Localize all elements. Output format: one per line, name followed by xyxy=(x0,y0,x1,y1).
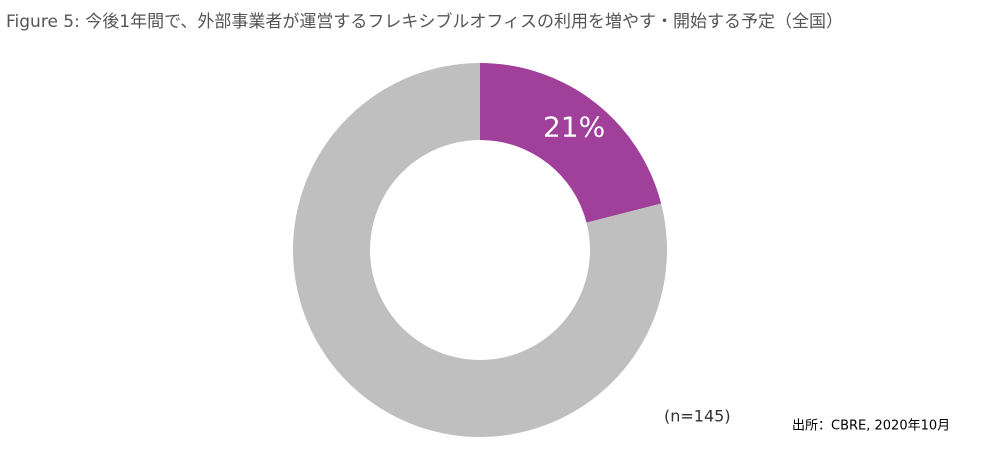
chart-title: Figure 5: 今後1年間で、外部事業者が運営するフレキシブルオフィスの利用… xyxy=(6,11,843,32)
data-label: 21% xyxy=(543,111,605,144)
donut-segment xyxy=(293,63,668,437)
source-note: 出所：CBRE, 2020年10月 xyxy=(792,419,950,434)
sample-size-note: (n=145) xyxy=(664,407,731,426)
donut-segment xyxy=(480,63,662,223)
